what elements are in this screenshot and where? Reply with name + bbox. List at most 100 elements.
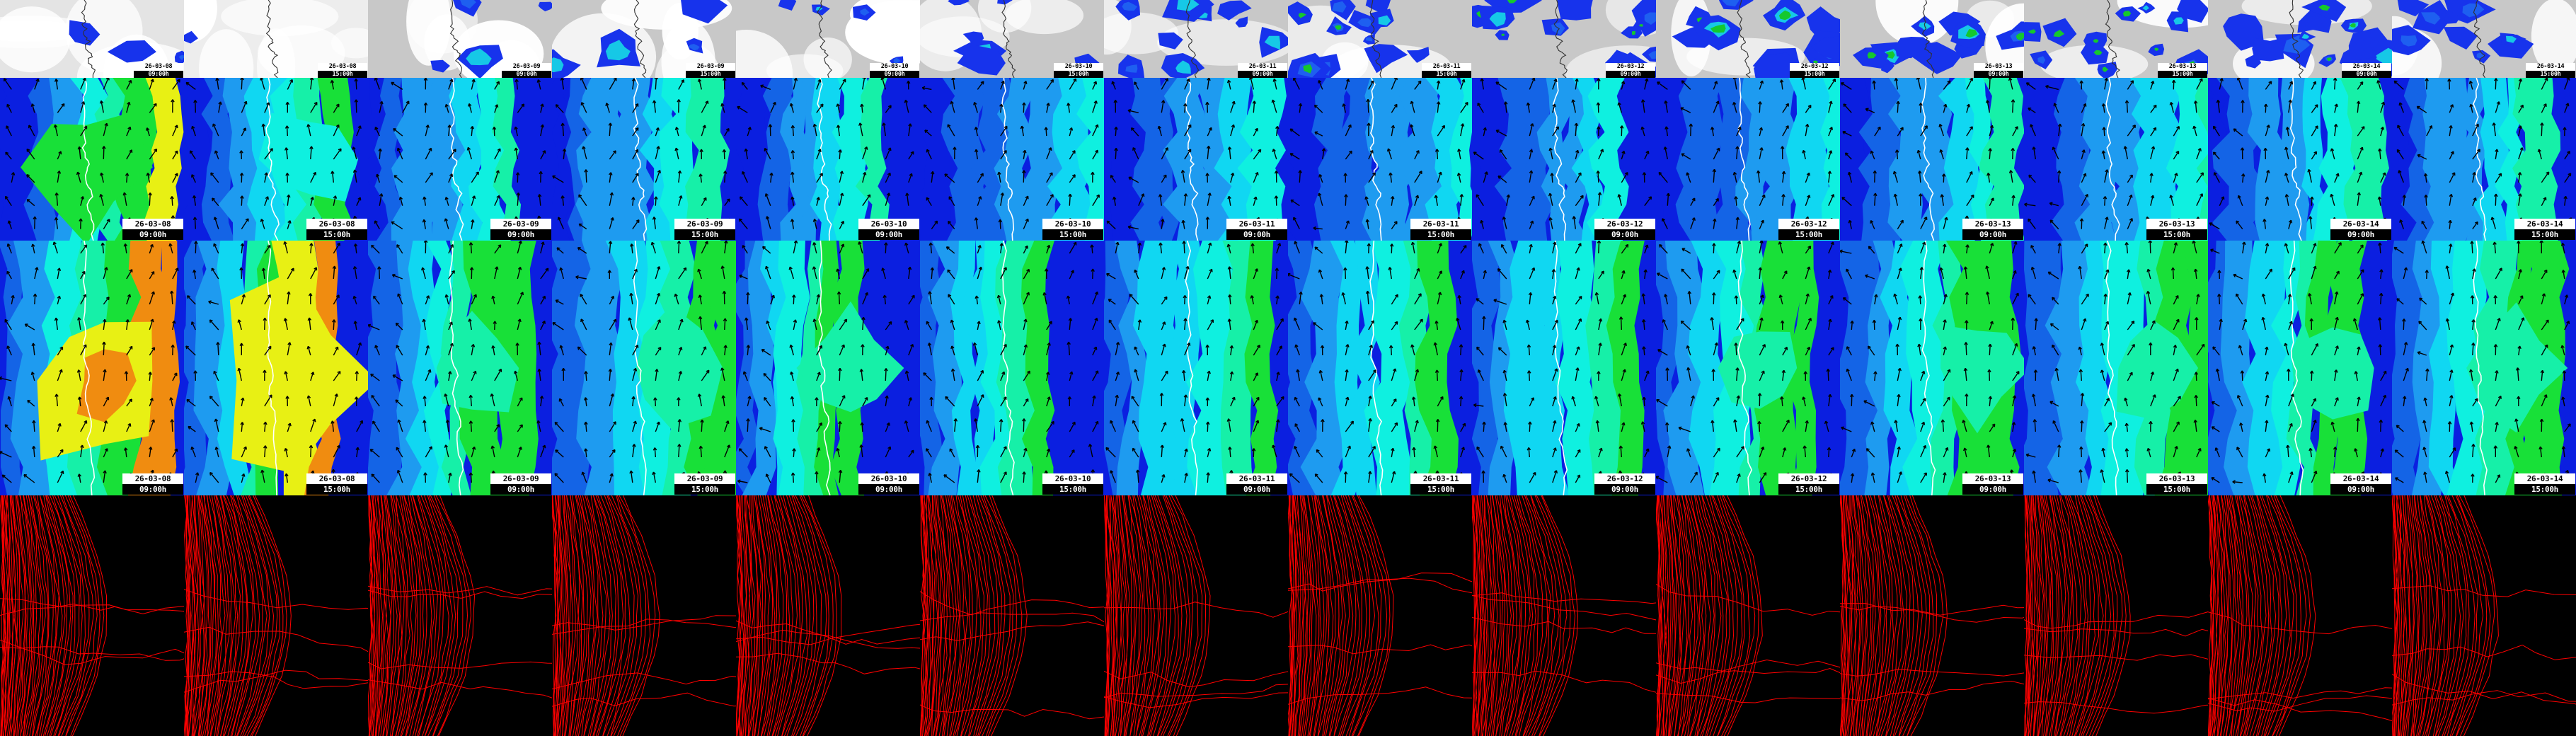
panel-timestamp: 26-03-12 09:00h: [1594, 473, 1655, 495]
wind-speed-panel-lower: 26-03-10 09:00h: [736, 241, 920, 495]
wind-speed-panel-lower: 26-03-08 09:00h: [0, 241, 184, 495]
panel-timestamp: 26-03-10 15:00h: [1042, 473, 1103, 495]
wind-speed-field: [1840, 241, 2024, 495]
panel-time: 09:00h: [1226, 484, 1287, 495]
panel-timestamp: 26-03-12 15:00h: [1778, 473, 1839, 495]
panel-timestamp: 26-03-14 09:00h: [2330, 473, 2391, 495]
panel-date: 26-03-11: [1238, 63, 1287, 71]
cloud-precip-panel: 26-03-09 15:00h: [552, 0, 736, 78]
panel-timestamp: 26-03-13 15:00h: [2158, 63, 2207, 78]
panel-date: 26-03-09: [674, 473, 735, 484]
panel-time: 09:00h: [122, 229, 183, 240]
cross-section-panel: [920, 495, 1104, 736]
isoline-contour-field: [1840, 495, 2024, 736]
cross-section-panel: [1656, 495, 1840, 736]
isoline-contour-field: [552, 495, 736, 736]
panel-time: 15:00h: [2526, 70, 2575, 78]
wind-speed-panel-upper: 26-03-13 09:00h: [1840, 78, 2024, 241]
wind-speed-field: [736, 241, 920, 495]
panel-timestamp: 26-03-10 09:00h: [858, 473, 919, 495]
panel-time: 09:00h: [1974, 70, 2023, 78]
cross-section-panel: [2208, 495, 2392, 736]
cross-section-panel: [1288, 495, 1472, 736]
wind-speed-field: [1288, 241, 1472, 495]
panel-date: 26-03-11: [1410, 473, 1471, 484]
cross-section-panel: [1472, 495, 1656, 736]
panel-date: 26-03-14: [2342, 63, 2391, 71]
wind-speed-panel-lower: 26-03-10 15:00h: [920, 241, 1104, 495]
panel-date: 26-03-10: [1042, 219, 1103, 229]
cloud-precip-panel: 26-03-12 15:00h: [1656, 0, 1840, 78]
panel-time: 15:00h: [1042, 484, 1103, 495]
isoline-contour-field: [736, 495, 920, 736]
panel-date: 26-03-08: [122, 473, 183, 484]
panel-timestamp: 26-03-14 15:00h: [2514, 219, 2575, 240]
panel-timestamp: 26-03-11 09:00h: [1238, 63, 1287, 78]
wind-speed-panel-lower: 26-03-12 09:00h: [1472, 241, 1656, 495]
wind-speed-panel-upper: 26-03-10 09:00h: [736, 78, 920, 241]
panel-time: 09:00h: [1238, 70, 1287, 78]
cloud-precip-panel: 26-03-12 09:00h: [1472, 0, 1656, 78]
wind-speed-field: [552, 78, 736, 241]
panel-time: 09:00h: [2330, 484, 2391, 495]
wind-speed-panel-lower: 26-03-14 15:00h: [2392, 241, 2576, 495]
panel-date: 26-03-14: [2514, 473, 2575, 484]
panel-timestamp: 26-03-08 15:00h: [306, 219, 367, 240]
wind-speed-panel-lower: 26-03-12 15:00h: [1656, 241, 1840, 495]
panel-timestamp: 26-03-13 09:00h: [1962, 219, 2023, 240]
panel-timestamp: 26-03-12 09:00h: [1606, 63, 1655, 78]
panel-timestamp: 26-03-09 09:00h: [502, 63, 551, 78]
wind-speed-panel-lower: 26-03-13 09:00h: [1840, 241, 2024, 495]
panel-time: 15:00h: [1410, 229, 1471, 240]
wind-speed-panel-upper: 26-03-11 15:00h: [1288, 78, 1472, 241]
wind-speed-panel-upper: 26-03-14 09:00h: [2208, 78, 2392, 241]
wind-speed-field: [736, 78, 920, 241]
panel-timestamp: 26-03-08 09:00h: [134, 63, 183, 78]
cloud-precip-panel: 26-03-08 15:00h: [184, 0, 368, 78]
cross-section-panel: [552, 495, 736, 736]
panel-date: 26-03-08: [306, 219, 367, 229]
panel-date: 26-03-10: [1042, 473, 1103, 484]
wind-speed-panel-upper: 26-03-09 09:00h: [368, 78, 552, 241]
panel-timestamp: 26-03-14 09:00h: [2342, 63, 2391, 78]
panel-date: 26-03-14: [2330, 219, 2391, 229]
wind-speed-field: [0, 241, 184, 495]
panel-timestamp: 26-03-10 09:00h: [870, 63, 919, 78]
panel-time: 09:00h: [1606, 70, 1655, 78]
wind-speed-field: [184, 241, 368, 495]
panel-date: 26-03-14: [2526, 63, 2575, 71]
wind-speed-panel-upper: 26-03-08 09:00h: [0, 78, 184, 241]
panel-date: 26-03-09: [490, 473, 551, 484]
cross-section-panel: [2024, 495, 2208, 736]
isoline-contour-field: [920, 495, 1104, 736]
wind-speed-panel-upper: 26-03-09 15:00h: [552, 78, 736, 241]
panel-date: 26-03-08: [306, 473, 367, 484]
panel-date: 26-03-12: [1606, 63, 1655, 71]
panel-time: 15:00h: [1778, 484, 1839, 495]
panel-date: 26-03-09: [502, 63, 551, 71]
panel-date: 26-03-14: [2514, 219, 2575, 229]
panel-date: 26-03-10: [870, 63, 919, 71]
wind-speed-panel-upper: 26-03-12 15:00h: [1656, 78, 1840, 241]
wind-speed-panel-lower: 26-03-14 09:00h: [2208, 241, 2392, 495]
panel-timestamp: 26-03-11 15:00h: [1410, 473, 1471, 495]
panel-timestamp: 26-03-08 15:00h: [306, 473, 367, 495]
panel-timestamp: 26-03-13 15:00h: [2146, 219, 2207, 240]
wind-speed-field: [0, 78, 184, 241]
panel-date: 26-03-10: [1054, 63, 1103, 71]
wind-speed-field: [1288, 78, 1472, 241]
wind-speed-field: [2024, 78, 2208, 241]
panel-timestamp: 26-03-12 09:00h: [1594, 219, 1655, 240]
wind-speed-field: [1472, 241, 1656, 495]
panel-time: 15:00h: [674, 229, 735, 240]
panel-time: 15:00h: [2146, 484, 2207, 495]
wind-speed-field: [1840, 78, 2024, 241]
cross-section-panel: [184, 495, 368, 736]
isoline-contour-field: [1472, 495, 1656, 736]
isoline-contour-field: [184, 495, 368, 736]
panel-timestamp: 26-03-09 09:00h: [490, 473, 551, 495]
wind-speed-panel-upper: 26-03-12 09:00h: [1472, 78, 1656, 241]
panel-time: 09:00h: [502, 70, 551, 78]
wind-speed-panel-lower: 26-03-11 15:00h: [1288, 241, 1472, 495]
